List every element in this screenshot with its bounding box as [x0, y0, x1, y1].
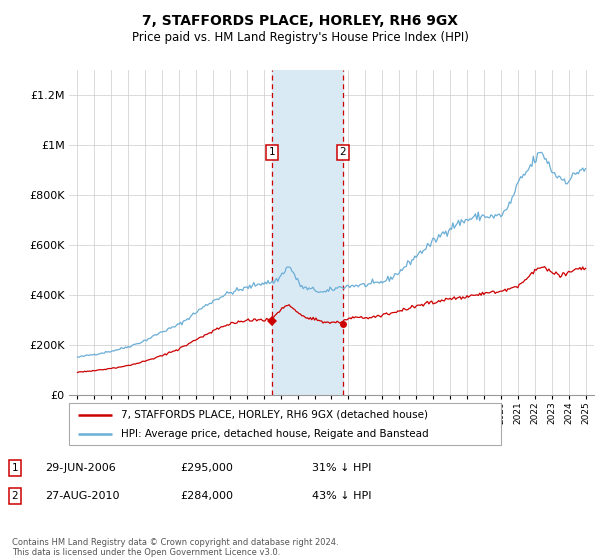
Text: 7, STAFFORDS PLACE, HORLEY, RH6 9GX: 7, STAFFORDS PLACE, HORLEY, RH6 9GX	[142, 14, 458, 28]
Text: 2: 2	[340, 147, 346, 157]
Text: Contains HM Land Registry data © Crown copyright and database right 2024.
This d: Contains HM Land Registry data © Crown c…	[12, 538, 338, 557]
Text: 1: 1	[11, 463, 19, 473]
Text: £284,000: £284,000	[180, 491, 233, 501]
Text: 1: 1	[269, 147, 275, 157]
Text: 27-AUG-2010: 27-AUG-2010	[45, 491, 119, 501]
Text: 2: 2	[11, 491, 19, 501]
Bar	[272, 70, 343, 395]
Text: £295,000: £295,000	[180, 463, 233, 473]
Text: Price paid vs. HM Land Registry's House Price Index (HPI): Price paid vs. HM Land Registry's House …	[131, 31, 469, 44]
FancyBboxPatch shape	[69, 403, 501, 445]
Text: 7, STAFFORDS PLACE, HORLEY, RH6 9GX (detached house): 7, STAFFORDS PLACE, HORLEY, RH6 9GX (det…	[121, 409, 428, 419]
Text: 29-JUN-2006: 29-JUN-2006	[45, 463, 116, 473]
Text: 43% ↓ HPI: 43% ↓ HPI	[312, 491, 371, 501]
Text: HPI: Average price, detached house, Reigate and Banstead: HPI: Average price, detached house, Reig…	[121, 429, 428, 439]
Text: 31% ↓ HPI: 31% ↓ HPI	[312, 463, 371, 473]
